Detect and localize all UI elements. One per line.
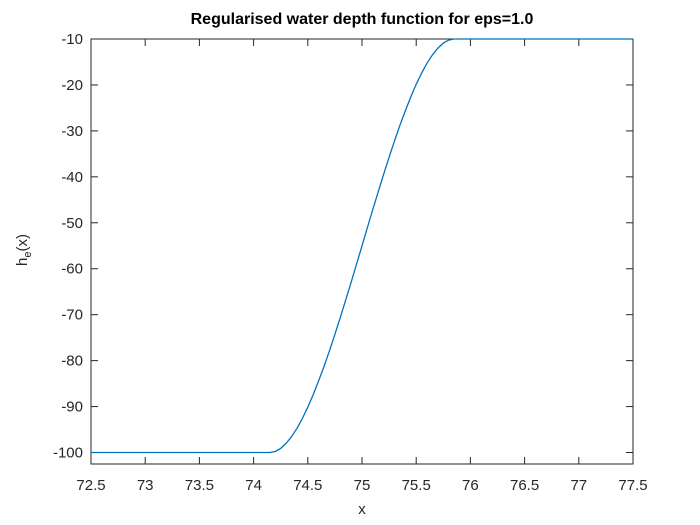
axes-box — [90, 38, 634, 465]
x-tick-label: 75.5 — [402, 477, 431, 494]
y-tick-label: -20 — [61, 77, 83, 94]
x-tick-label: 76 — [462, 477, 479, 494]
y-tick-label: -10 — [61, 31, 83, 48]
y-tick-label: -100 — [53, 445, 83, 462]
x-tick-label: 74.5 — [293, 477, 322, 494]
y-tick-label: -80 — [61, 353, 83, 370]
y-tick-label: -60 — [61, 261, 83, 278]
x-tick-label: 73 — [137, 477, 154, 494]
y-tick-label: -90 — [61, 399, 83, 416]
x-tick-label: 73.5 — [185, 477, 214, 494]
y-label-rest: (x) — [14, 234, 31, 252]
y-axis-label: he(x) — [14, 234, 34, 266]
x-tick-label: 76.5 — [510, 477, 539, 494]
x-tick-label: 74 — [245, 477, 262, 494]
y-label-subscript: e — [22, 251, 34, 258]
y-label-base: h — [14, 257, 31, 266]
y-tick-label: -50 — [61, 215, 83, 232]
x-tick-label: 77.5 — [618, 477, 647, 494]
x-tick-label: 75 — [354, 477, 371, 494]
y-tick-label: -30 — [61, 123, 83, 140]
water-depth-line — [91, 38, 633, 454]
x-tick-label: 77 — [570, 477, 587, 494]
x-tick-label: 72.5 — [76, 477, 105, 494]
chart-title: Regularised water depth function for eps… — [190, 11, 534, 28]
x-axis-label: x — [358, 501, 366, 518]
y-tick-label: -70 — [61, 307, 83, 324]
y-tick-label: -40 — [61, 169, 83, 186]
